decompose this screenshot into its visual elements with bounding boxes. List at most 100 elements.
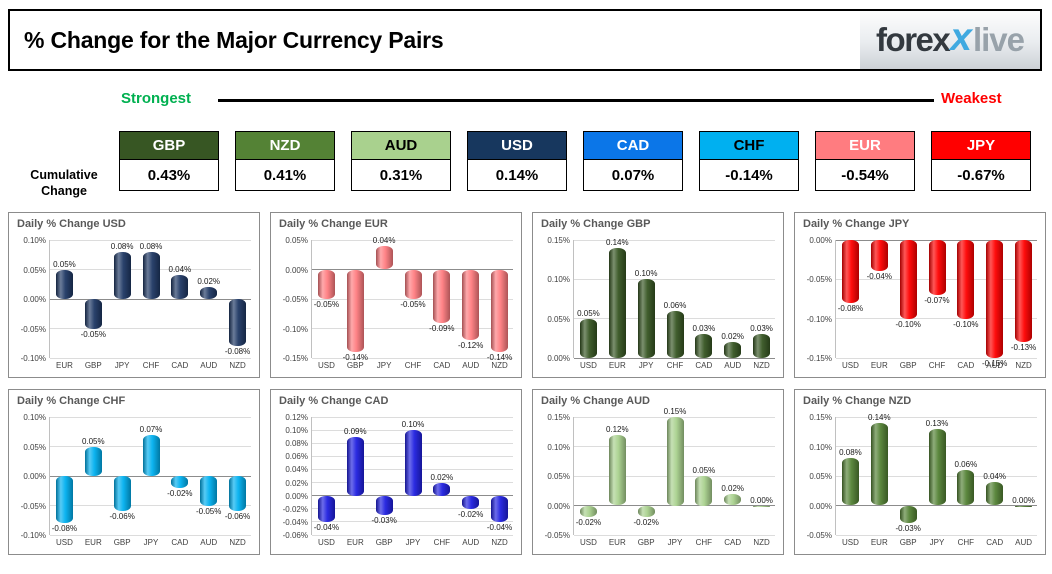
- gridline: [574, 534, 775, 536]
- chart-title: Daily % Change EUR: [279, 218, 388, 230]
- x-category-label: GBP: [113, 538, 131, 547]
- x-category-label: CHF: [142, 361, 160, 370]
- bar-value-label: -0.04%: [486, 522, 513, 532]
- x-category-label: AUD: [986, 361, 1004, 370]
- gridline: [836, 534, 1037, 536]
- y-tick-label: -0.05%: [282, 295, 308, 304]
- bar-cad-chf: [433, 482, 451, 496]
- bar-chf-jpy: [142, 434, 160, 477]
- chart-panel-aud: Daily % Change AUD -0.02% USD 0.12% EUR -0.02…: [532, 389, 784, 555]
- gridline: [50, 239, 251, 241]
- bar-value-label: -0.03%: [895, 524, 921, 534]
- currency-tile-jpy: JPY -0.67%: [931, 131, 1031, 191]
- gridline: [50, 505, 251, 506]
- x-category-label: GBP: [346, 361, 364, 370]
- y-tick-label: -0.05%: [20, 501, 46, 511]
- x-category-label: JPY: [143, 538, 159, 547]
- cumulative-value: 0.41%: [235, 160, 335, 191]
- zero-gridline: [312, 495, 513, 497]
- bar-value-label: 0.05%: [692, 466, 716, 475]
- gridline: [574, 278, 775, 280]
- bar-gbp-usd: [579, 318, 597, 359]
- y-tick-label: 0.06%: [285, 452, 308, 462]
- y-tick-label: 0.08%: [285, 439, 308, 449]
- bar-usd-jpy: [113, 251, 131, 300]
- chart-title: Daily % Change NZD: [803, 395, 912, 407]
- bar-value-label: 0.08%: [139, 241, 163, 251]
- gridline: [50, 416, 251, 418]
- x-category-label: CHF: [957, 538, 975, 547]
- bar-nzd-chf: [957, 470, 975, 506]
- y-tick-label: -0.04%: [282, 517, 308, 527]
- x-category-label: CAD: [957, 361, 975, 370]
- bar-jpy-aud: [986, 240, 1004, 358]
- bar-eur-nzd: [491, 269, 509, 353]
- bar-gbp-chf: [666, 310, 684, 359]
- currency-code: CHF: [699, 131, 799, 160]
- y-tick-label: 0.05%: [547, 472, 570, 481]
- bar-value-label: 0.00%: [750, 495, 773, 505]
- x-category-label: NZD: [229, 361, 246, 370]
- bar-value-label: 0.02%: [721, 483, 745, 493]
- bar-value-label: 0.05%: [81, 436, 105, 446]
- bar-value-label: 0.06%: [954, 460, 978, 470]
- currency-code: GBP: [119, 131, 219, 160]
- charts-grid: Daily % Change USD 0.05% EUR -0.05% GBP 0.08%…: [8, 212, 1046, 557]
- cumulative-change-label-line2: Change: [41, 184, 87, 199]
- y-tick-label: -0.05%: [806, 275, 832, 285]
- bar-nzd-gbp: [899, 505, 917, 524]
- bar-value-label: -0.10%: [895, 319, 921, 329]
- cumulative-tiles: GBP 0.43% NZD 0.41% AUD 0.31% USD 0.14% CAD 0.07%…: [119, 131, 1031, 191]
- bar-value-label: 0.02%: [197, 277, 221, 287]
- page-title: % Change for the Major Currency Pairs: [24, 26, 444, 53]
- y-tick-label: 0.00%: [285, 491, 308, 501]
- bar-value-label: 0.03%: [692, 324, 716, 334]
- bar-jpy-usd: [841, 240, 859, 303]
- bar-usd-eur: [55, 269, 73, 299]
- gridline: [836, 416, 1037, 418]
- bar-value-label: 0.06%: [663, 300, 687, 310]
- x-category-label: JPY: [929, 538, 945, 547]
- logo-text-forex: forex: [876, 21, 951, 58]
- x-category-label: USD: [317, 361, 335, 370]
- bar-usd-aud: [200, 287, 218, 299]
- cumulative-change-label: Cumulative Change: [12, 167, 116, 200]
- bar-eur-cad: [433, 269, 451, 323]
- x-category-label: NZD: [491, 538, 508, 547]
- bar-value-label: 0.05%: [577, 308, 600, 318]
- currency-code: JPY: [931, 131, 1031, 160]
- header-bar: % Change for the Major Currency Pairs fo…: [8, 9, 1042, 71]
- y-tick-label: -0.10%: [20, 354, 46, 363]
- y-tick-label: 0.15%: [809, 413, 832, 422]
- x-category-label: CHF: [695, 538, 713, 547]
- x-category-label: GBP: [899, 538, 917, 547]
- gridline: [312, 328, 513, 329]
- gridline: [312, 357, 513, 359]
- y-tick-label: -0.05%: [20, 324, 46, 334]
- bar-value-label: -0.04%: [866, 272, 892, 282]
- bar-nzd-cad: [986, 481, 1004, 506]
- bar-gbp-jpy: [637, 279, 655, 358]
- x-category-label: USD: [579, 538, 597, 547]
- bar-aud-chf: [695, 476, 713, 506]
- bar-jpy-nzd: [1015, 240, 1033, 343]
- bar-chf-cad: [171, 476, 189, 488]
- bar-value-label: -0.15%: [982, 359, 1008, 368]
- bar-eur-usd: [317, 269, 335, 299]
- weakest-label: Weakest: [941, 90, 1002, 107]
- bar-value-label: -0.02%: [458, 509, 484, 519]
- y-tick-label: 0.04%: [285, 465, 308, 475]
- x-category-label: USD: [841, 538, 859, 547]
- gridline: [312, 508, 513, 510]
- bar-value-label: -0.06%: [109, 512, 135, 522]
- bar-eur-chf: [404, 269, 422, 299]
- currency-code: EUR: [815, 131, 915, 160]
- chart-panel-usd: Daily % Change USD 0.05% EUR -0.05% GBP 0.08%…: [8, 212, 260, 378]
- gridline: [574, 239, 775, 241]
- chart-panel-jpy: Daily % Change JPY -0.08% USD -0.04% EUR -0.1…: [794, 212, 1046, 378]
- y-tick-label: 0.00%: [547, 354, 570, 363]
- bar-value-label: 0.07%: [139, 424, 163, 434]
- x-category-label: CHF: [666, 361, 684, 370]
- bar-value-label: 0.10%: [401, 420, 425, 430]
